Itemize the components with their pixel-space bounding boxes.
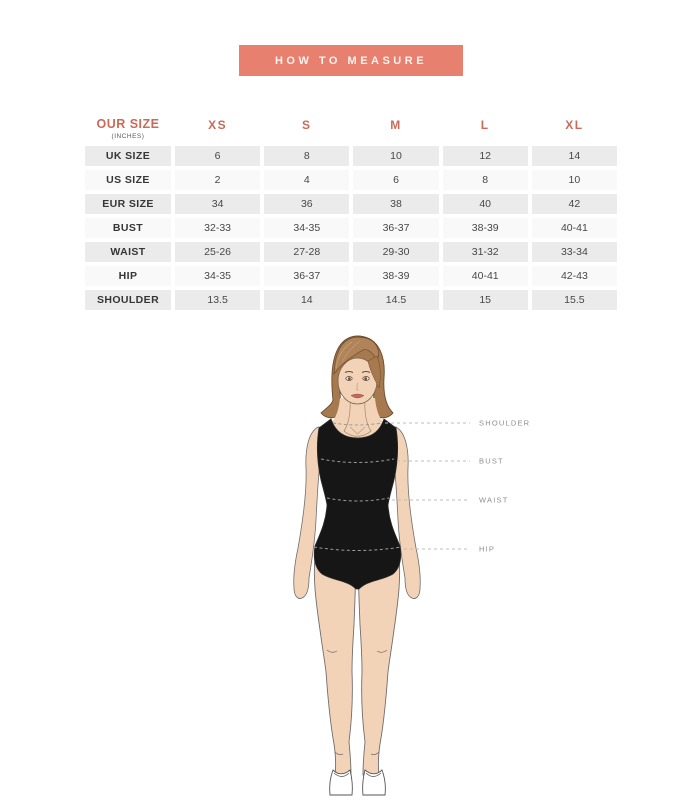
shoulder-measure-line	[332, 422, 383, 426]
table-cell: 34-35	[264, 218, 350, 238]
row-label-waist: WAIST	[85, 242, 171, 262]
table-cell: 13.5	[175, 290, 261, 310]
figure-hair-front	[333, 336, 381, 389]
waist-annotation-label: WAIST	[479, 496, 508, 505]
table-cell: 25-26	[175, 242, 261, 262]
table-cell: 42	[531, 194, 617, 214]
figure-hair-back	[320, 335, 394, 419]
size-table: OUR SIZE (INCHES) XS S M L XL UK SIZE 6 …	[85, 112, 617, 310]
banner-label: HOW TO MEASURE	[274, 54, 428, 67]
table-cell: 27-28	[264, 242, 350, 262]
hip-measure-line	[313, 546, 402, 551]
table-cell: 33-34	[531, 242, 617, 262]
row-label-bust: BUST	[85, 218, 171, 238]
table-cell: 36-37	[353, 218, 439, 238]
column-header-xl: XL	[565, 118, 584, 132]
figure-chest	[322, 398, 393, 443]
annotation-labels: SHOULDER BUST WAIST HIP	[479, 419, 530, 554]
figure-face	[337, 357, 378, 405]
table-cell: 40	[442, 194, 528, 214]
table-cell: 10	[353, 146, 439, 166]
body-measurement-lines	[313, 422, 402, 551]
table-cell: 40-41	[442, 266, 528, 286]
bust-measure-line	[320, 458, 395, 463]
table-cell: 14	[264, 290, 350, 310]
figure-legs	[313, 543, 401, 776]
waist-measure-line	[326, 497, 390, 502]
table-cell: 14	[531, 146, 617, 166]
column-header-l: L	[480, 118, 490, 132]
table-cell: 4	[264, 170, 350, 190]
table-cell: 38-39	[353, 266, 439, 286]
figure-neck	[343, 393, 372, 437]
how-to-measure-banner: HOW TO MEASURE	[239, 45, 463, 76]
table-cell: 34	[175, 194, 261, 214]
table-cell: 2	[175, 170, 261, 190]
table-cell: 38-39	[442, 218, 528, 238]
column-header-s: S	[302, 118, 312, 132]
table-cell: 10	[531, 170, 617, 190]
table-cell: 34-35	[175, 266, 261, 286]
table-cell: 42-43	[531, 266, 617, 286]
table-cell: 12	[442, 146, 528, 166]
row-label-hip: HIP	[85, 266, 171, 286]
our-size-label: OUR SIZE	[96, 117, 160, 131]
hip-annotation-label: HIP	[479, 545, 495, 554]
table-cell: 15.5	[531, 290, 617, 310]
figure-swimsuit	[313, 418, 402, 590]
table-cell: 38	[353, 194, 439, 214]
inches-note: (INCHES)	[111, 132, 145, 140]
row-label-uk-size: UK SIZE	[85, 146, 171, 166]
row-label-eur-size: EUR SIZE	[85, 194, 171, 214]
table-cell: 6	[175, 146, 261, 166]
figure-arms	[293, 426, 421, 599]
table-cell: 14.5	[353, 290, 439, 310]
table-cell: 6	[353, 170, 439, 190]
column-header-xs: XS	[208, 118, 228, 132]
table-cell: 8	[264, 146, 350, 166]
table-cell: 29-30	[353, 242, 439, 262]
figure-shoes	[329, 769, 386, 796]
bust-annotation-label: BUST	[479, 457, 504, 466]
column-header-m: M	[390, 118, 402, 132]
annotation-leader-lines	[385, 422, 470, 550]
table-cell: 15	[442, 290, 528, 310]
row-label-shoulder: SHOULDER	[85, 290, 171, 310]
table-cell: 31-32	[442, 242, 528, 262]
table-cell: 8	[442, 170, 528, 190]
table-cell: 36	[264, 194, 350, 214]
table-cell: 40-41	[531, 218, 617, 238]
table-cell: 32-33	[175, 218, 261, 238]
shoulder-annotation-label: SHOULDER	[479, 419, 530, 428]
column-header-our-size: OUR SIZE (INCHES)	[85, 112, 171, 142]
table-cell: 36-37	[264, 266, 350, 286]
figure-necklace	[349, 426, 366, 435]
row-label-us-size: US SIZE	[85, 170, 171, 190]
